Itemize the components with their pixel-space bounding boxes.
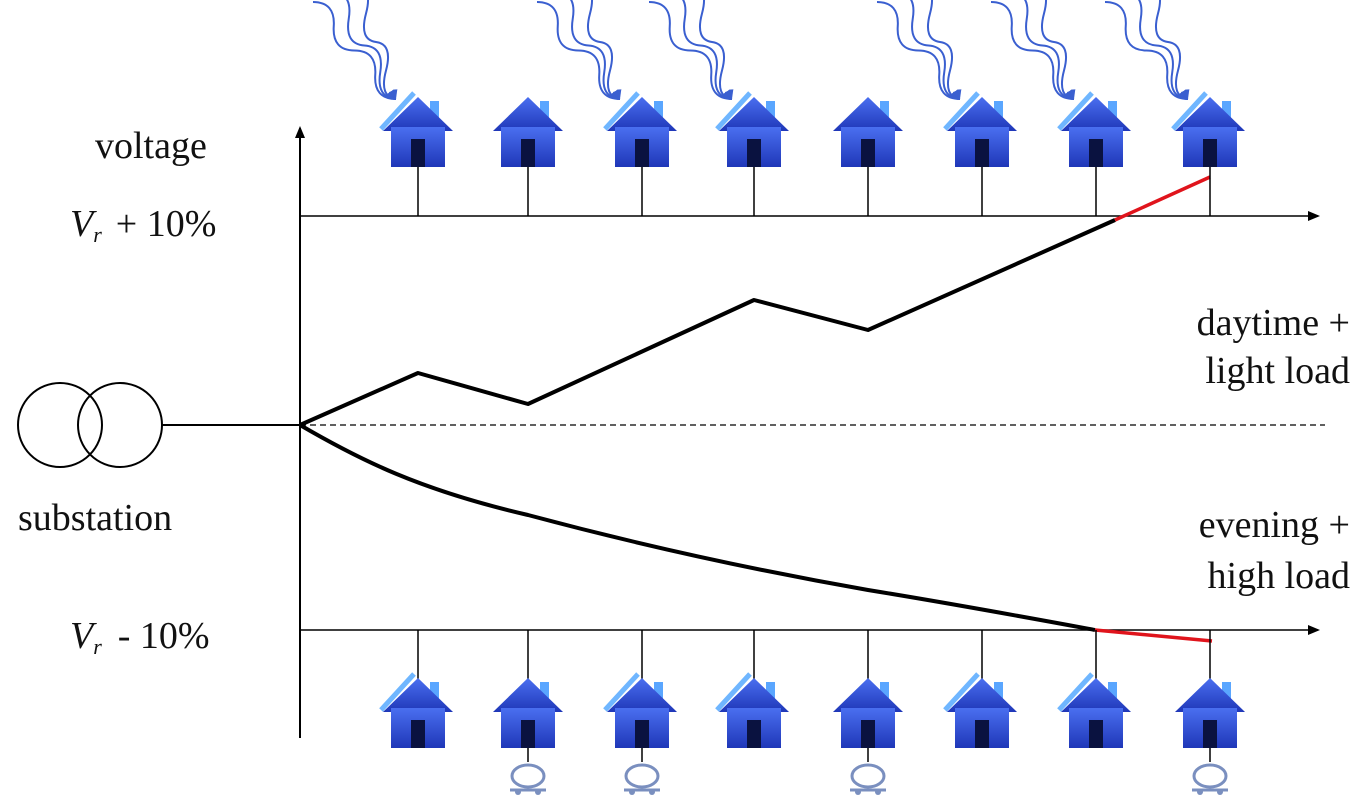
- bottom-house: [1057, 630, 1131, 748]
- house-icon: [947, 97, 1017, 167]
- electric-vehicle-icon: [624, 763, 660, 795]
- bottom-house: [493, 630, 563, 795]
- substation-label: substation: [18, 497, 172, 539]
- evening-label-line1: evening +: [1199, 504, 1350, 546]
- solar-panel-icon: [603, 672, 640, 712]
- top-house: [990, 0, 1131, 216]
- solar-panel-icon: [1171, 91, 1208, 131]
- top-house: [833, 97, 903, 216]
- house-icon: [607, 678, 677, 748]
- solar-panel-icon: [943, 91, 980, 131]
- evening-label-line2: high load: [1208, 555, 1350, 597]
- lower-limit-subscript: r: [93, 634, 102, 659]
- evening-voltage-profile: [298, 423, 1096, 632]
- top-house: [312, 0, 453, 216]
- lower-limit-label: Vr - 10%: [70, 615, 210, 659]
- house-icon: [1061, 97, 1131, 167]
- top-house: [876, 0, 1017, 216]
- top-house: [536, 0, 677, 216]
- bottom-house: [715, 630, 789, 748]
- sunlight-icon: [876, 0, 962, 100]
- daytime-voltage-profile: [299, 218, 1116, 427]
- lower-limit-symbol: V: [70, 615, 97, 657]
- top-house: [493, 97, 563, 216]
- bottom-house: [1175, 630, 1245, 795]
- bottom-house: [833, 630, 903, 795]
- solar-panel-icon: [379, 672, 416, 712]
- house-icon: [947, 678, 1017, 748]
- sunlight-icon: [312, 0, 398, 100]
- solar-panel-icon: [1057, 91, 1094, 131]
- house-icon: [719, 97, 789, 167]
- house-icon: [1175, 97, 1245, 167]
- electric-vehicle-icon: [1192, 763, 1228, 795]
- electric-vehicle-icon: [510, 763, 546, 795]
- lower-limit-text: - 10%: [118, 615, 210, 657]
- house-icon: [1175, 678, 1245, 748]
- house-icon: [607, 97, 677, 167]
- upper-limit-text: + 10%: [116, 203, 217, 245]
- bottom-house: [379, 630, 453, 748]
- bottom-houses-row: [379, 630, 1245, 795]
- solar-panel-icon: [379, 91, 416, 131]
- upper-limit-subscript: r: [93, 222, 102, 247]
- house-icon: [833, 97, 903, 167]
- substation-transformer-icon: [17, 382, 300, 468]
- solar-panel-icon: [603, 91, 640, 131]
- sunlight-icon: [1104, 0, 1190, 100]
- bottom-house: [603, 630, 677, 795]
- daytime-label-line2: light load: [1205, 350, 1350, 392]
- house-icon: [493, 678, 563, 748]
- daytime-label-line1: daytime +: [1197, 302, 1350, 344]
- voltage-axis-label: voltage: [95, 125, 207, 167]
- solar-panel-icon: [1057, 672, 1094, 712]
- house-icon: [383, 97, 453, 167]
- sunlight-icon: [536, 0, 622, 100]
- top-houses-row: [312, 0, 1245, 216]
- bottom-house: [943, 630, 1017, 748]
- upper-limit-label: Vr + 10%: [70, 203, 216, 247]
- electric-vehicle-icon: [850, 763, 886, 795]
- house-icon: [1061, 678, 1131, 748]
- sunlight-icon: [990, 0, 1076, 100]
- top-house: [1104, 0, 1245, 216]
- house-icon: [833, 678, 903, 748]
- solar-panel-icon: [715, 91, 752, 131]
- evening-undervoltage-segment: [1094, 628, 1213, 643]
- house-icon: [719, 678, 789, 748]
- house-icon: [493, 97, 563, 167]
- house-icon: [383, 678, 453, 748]
- sunlight-icon: [648, 0, 734, 100]
- upper-limit-symbol: V: [70, 203, 97, 245]
- solar-panel-icon: [943, 672, 980, 712]
- daytime-overvoltage-segment: [1114, 175, 1211, 222]
- solar-panel-icon: [715, 672, 752, 712]
- top-house: [648, 0, 789, 216]
